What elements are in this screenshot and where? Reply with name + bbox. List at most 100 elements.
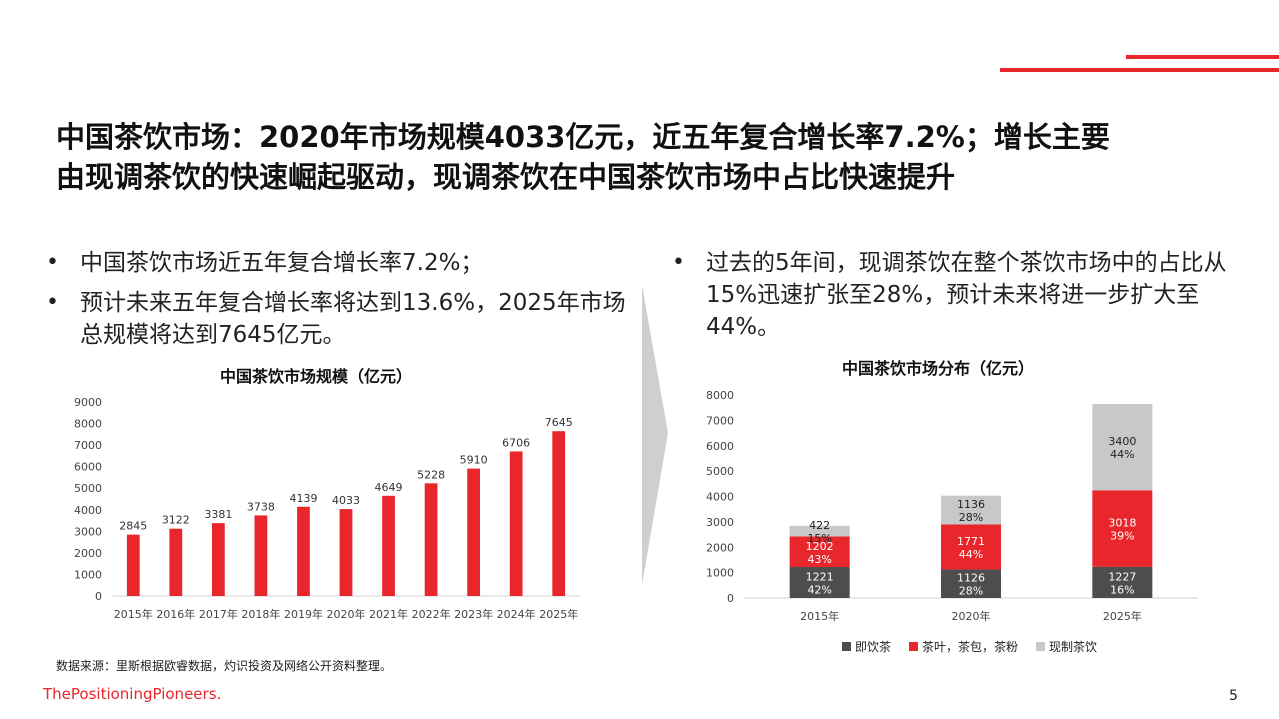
x-tick-label: 2019年 xyxy=(284,607,323,621)
x-tick-label: 2020年 xyxy=(952,609,991,623)
bar-value-label: 7645 xyxy=(545,416,573,429)
y-tick-label: 7000 xyxy=(74,439,102,452)
bar xyxy=(297,506,310,596)
legend-item: 现制茶饮 xyxy=(1036,638,1097,655)
right-bullet-text: 过去的5年间，现调茶饮在整个茶饮市场中的占比从15%迅速扩张至28%，预计未来将… xyxy=(706,250,1227,340)
legend-label: 现制茶饮 xyxy=(1049,640,1098,654)
stacked-bar-segment xyxy=(1092,404,1153,491)
right-chart-legend: 即饮茶 茶叶，茶包，茶粉 现制茶饮 xyxy=(842,638,1097,655)
stacked-bar-segment xyxy=(789,525,850,537)
y-tick-label: 6000 xyxy=(74,461,102,474)
stacked-bar-segment xyxy=(789,567,850,598)
bar-value-label: 5910 xyxy=(460,454,488,467)
y-tick-label: 4000 xyxy=(74,504,102,517)
stacked-bar-segment xyxy=(941,569,1001,598)
y-tick-label: 1000 xyxy=(706,567,734,580)
x-tick-label: 2016年 xyxy=(156,607,195,621)
header-accent-line-top xyxy=(1126,55,1279,59)
stacked-bar-segment xyxy=(789,536,850,568)
header-accent-line-bottom xyxy=(1000,68,1279,72)
bar-value-label: 4649 xyxy=(375,481,403,494)
x-tick-label: 2024年 xyxy=(497,607,536,621)
bar-value-label: 2845 xyxy=(119,520,147,533)
bar xyxy=(424,483,438,596)
y-tick-label: 0 xyxy=(727,592,734,605)
source-note: 数据来源：里斯根据欧睿数据，灼识投资及网络公开资料整理。 xyxy=(56,659,393,673)
segment-share-label: 28% xyxy=(959,511,983,524)
segment-share-label: 44% xyxy=(959,548,983,561)
y-tick-label: 2000 xyxy=(74,547,102,560)
segment-share-label: 15% xyxy=(807,532,831,545)
x-tick-label: 2015年 xyxy=(114,607,153,621)
bar xyxy=(467,468,481,596)
bar-value-label: 3122 xyxy=(162,514,190,527)
segment-share-label: 42% xyxy=(807,584,831,597)
left-bar-chart: 0 1000 2000 3000 4000 5000 6000 7000 8000 9000 284… xyxy=(74,396,580,621)
y-tick-label: 3000 xyxy=(74,525,102,538)
segment-value-label: 3400 xyxy=(1108,435,1136,448)
segment-share-label: 16% xyxy=(1110,583,1134,596)
page-number: 5 xyxy=(1229,688,1238,704)
segment-value-label: 1221 xyxy=(806,571,834,584)
x-tick-label: 2022年 xyxy=(412,607,451,621)
y-tick-label: 2000 xyxy=(706,541,734,554)
bar xyxy=(254,515,268,596)
segment-value-label: 1202 xyxy=(806,540,834,553)
y-tick-label: 5000 xyxy=(706,465,734,478)
legend-swatch xyxy=(1036,642,1046,651)
x-tick-label: 2021年 xyxy=(369,607,408,621)
stacked-bar-segment xyxy=(941,524,1001,570)
legend-label: 即饮茶 xyxy=(855,640,892,654)
bar xyxy=(169,528,183,596)
segment-value-label: 1771 xyxy=(957,535,985,548)
left-bullet-list: • 中国茶饮市场近五年复合增长率7.2%； • 预计未来五年复合增长率将达到13… xyxy=(46,247,640,351)
left-chart-title: 中国茶饮市场规模（亿元） xyxy=(220,367,413,386)
segment-value-label: 1136 xyxy=(957,498,985,511)
right-bullet-item: • 过去的5年间，现调茶饮在整个茶饮市场中的占比从15%迅速扩张至28%，预计未… xyxy=(672,247,1251,343)
segment-share-label: 44% xyxy=(1110,448,1134,461)
segment-share-label: 39% xyxy=(1110,530,1134,543)
legend-item: 即饮茶 xyxy=(842,638,891,655)
page-title-line-1: 中国茶饮市场：2020年市场规模4033亿元，近五年复合增长率7.2%；增长主要 xyxy=(56,120,1110,154)
segment-share-label: 43% xyxy=(807,553,831,566)
y-tick-label: 4000 xyxy=(706,491,734,504)
bar-value-label: 6706 xyxy=(502,436,530,449)
y-tick-label: 1000 xyxy=(74,568,102,581)
bullet-dot-icon: • xyxy=(46,290,59,315)
segment-share-label: 28% xyxy=(959,585,983,598)
separator-arrow-icon xyxy=(642,285,668,585)
bar xyxy=(382,495,395,596)
bar-value-label: 5228 xyxy=(417,468,445,481)
bar xyxy=(126,534,140,596)
y-tick-label: 6000 xyxy=(706,440,734,453)
bar-value-label: 4033 xyxy=(332,494,360,507)
legend-label: 茶叶，茶包，茶粉 xyxy=(922,640,1019,654)
page-title: 中国茶饮市场：2020年市场规模4033亿元，近五年复合增长率7.2%；增长主要… xyxy=(56,117,1236,197)
y-tick-label: 8000 xyxy=(706,389,734,402)
right-bullet-list: • 过去的5年间，现调茶饮在整个茶饮市场中的占比从15%迅速扩张至28%，预计未… xyxy=(672,247,1251,343)
left-bullet-item: • 预计未来五年复合增长率将达到13.6%，2025年市场总规模将达到7645亿… xyxy=(46,287,640,351)
stacked-bar-segment xyxy=(1092,490,1153,567)
x-tick-label: 2018年 xyxy=(241,607,280,621)
page-title-line-2: 由现调茶饮的快速崛起驱动，现调茶饮在中国茶饮市场中占比快速提升 xyxy=(56,160,956,194)
x-tick-label: 2023年 xyxy=(454,607,493,621)
y-tick-label: 9000 xyxy=(74,396,102,409)
left-bullet-text: 预计未来五年复合增长率将达到13.6%，2025年市场总规模将达到7645亿元。 xyxy=(80,290,626,348)
segment-value-label: 1227 xyxy=(1108,570,1136,583)
stacked-bar-segment xyxy=(1092,566,1153,598)
legend-item: 茶叶，茶包，茶粉 xyxy=(909,638,1018,655)
legend-swatch xyxy=(909,642,919,651)
left-bullet-item: • 中国茶饮市场近五年复合增长率7.2%； xyxy=(46,247,640,279)
segment-value-label: 1126 xyxy=(957,572,985,585)
bar-value-label: 3738 xyxy=(247,500,275,513)
segment-value-label: 422 xyxy=(809,519,830,532)
x-tick-label: 2015年 xyxy=(800,609,839,623)
stacked-bar-segment xyxy=(941,495,1001,525)
right-stacked-bar-chart: 0 1000 2000 3000 4000 5000 6000 7000 8000 122142%… xyxy=(706,389,1198,623)
bullet-dot-icon: • xyxy=(672,250,685,275)
segment-value-label: 3018 xyxy=(1108,517,1136,530)
bar xyxy=(339,509,353,596)
bar-value-label: 3381 xyxy=(204,508,232,521)
left-bullet-text: 中国茶饮市场近五年复合增长率7.2%； xyxy=(80,250,484,276)
x-tick-label: 2017年 xyxy=(199,607,238,621)
